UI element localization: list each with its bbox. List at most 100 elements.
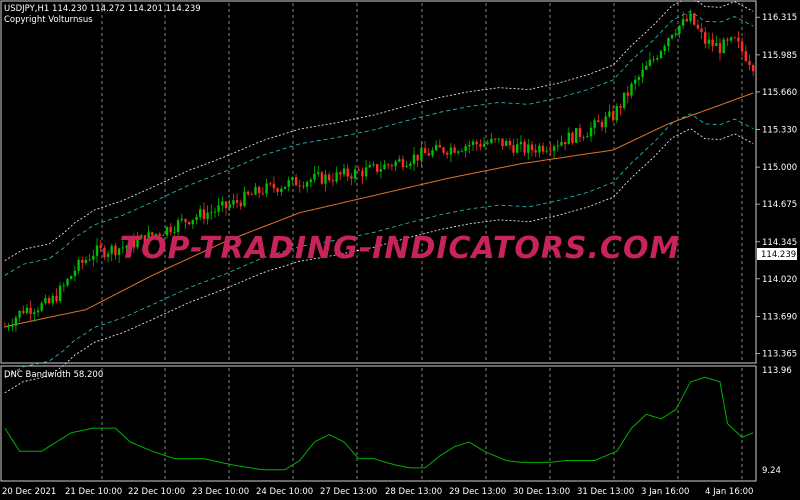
indicator-frame [0, 365, 757, 482]
vertical-grid [101, 3, 743, 479]
candle-body [527, 144, 530, 153]
candle-body [471, 141, 475, 145]
candle-body [217, 205, 220, 212]
candle-body [199, 209, 202, 217]
candle-body [387, 164, 390, 166]
candle-body [530, 144, 534, 151]
candle-body [22, 310, 25, 314]
candle-body [545, 150, 548, 152]
candle-body [670, 34, 674, 39]
candle-body [512, 145, 515, 153]
candle-body [468, 144, 471, 147]
candle-body [73, 270, 77, 277]
candle-body [81, 260, 84, 263]
candle-body [379, 169, 382, 172]
watermark: TOP-TRADING-INDICATORS.COM [120, 231, 681, 266]
candle-body [25, 307, 29, 314]
candle-body [516, 144, 519, 153]
candle-body [604, 116, 607, 128]
copyright-label: Copyright Volturnsus [4, 15, 93, 25]
candle-body [442, 147, 445, 153]
candle-body [7, 326, 10, 328]
candle-body [265, 183, 268, 194]
dnc-bands [4, 0, 754, 394]
time-label: 29 Dec 13:00 [449, 487, 506, 497]
candle-body [505, 141, 508, 146]
candle-body [250, 194, 253, 196]
candle-body [390, 165, 394, 167]
candle-body [92, 255, 95, 260]
candle-body [575, 128, 578, 143]
candle-body [560, 142, 563, 146]
candle-body [729, 37, 733, 41]
candle-body [648, 59, 652, 66]
candle-body [294, 177, 298, 186]
price-tick-label: 114.675 [762, 200, 797, 210]
candle-body [597, 120, 600, 123]
candle-body [549, 150, 552, 152]
candle-body [246, 191, 250, 195]
candle-body [457, 151, 460, 153]
candle-body [309, 179, 312, 182]
candle-body [140, 235, 143, 239]
time-label: 20 Dec 2021 [2, 487, 56, 497]
candle-body [383, 164, 386, 170]
candle-body [125, 245, 128, 248]
candle-body [143, 235, 147, 244]
price-tick-label: 115.330 [762, 126, 797, 136]
candle-body [129, 238, 132, 246]
candle-body [394, 161, 397, 167]
candle-body [103, 247, 106, 257]
candle-body [475, 141, 478, 145]
candle-body [180, 218, 183, 221]
candle-body [611, 111, 615, 121]
candle-body [626, 92, 629, 96]
indicator-title: DNC Bandwidth 58.200 [4, 370, 103, 380]
candle-body [740, 41, 744, 52]
candle-body [361, 170, 364, 177]
candle-body [287, 180, 290, 187]
candle-body [446, 152, 449, 155]
candle-body [552, 146, 556, 151]
time-label: 27 Dec 13:00 [320, 487, 377, 497]
bandwidth-plot [4, 376, 754, 471]
candle-body [324, 174, 327, 184]
candle-body [715, 43, 718, 46]
candle-body [707, 39, 711, 44]
candle-body [659, 51, 663, 58]
candle-body [376, 164, 379, 172]
candle-body [663, 46, 666, 51]
candle-body [298, 185, 301, 187]
candle-body [431, 150, 434, 156]
candle-body [593, 120, 596, 128]
candle-body [722, 39, 725, 53]
candle-body [136, 239, 139, 248]
candle-body [622, 92, 626, 108]
center-line [4, 92, 754, 328]
price-axis: 116.315 115.985 115.660 115.330 115.000 114.6… [756, 13, 797, 360]
candle-body [578, 128, 582, 138]
candle-body [748, 61, 751, 65]
candle-body [331, 180, 335, 182]
current-price-tag: 114.239 [757, 248, 797, 260]
candle-body [66, 279, 69, 286]
price-tick-label: 115.985 [762, 51, 797, 61]
candle-body [305, 182, 309, 187]
candle-body [427, 153, 430, 156]
price-tick-label: 114.345 [762, 238, 797, 248]
candles [3, 9, 755, 332]
candle-body [423, 148, 427, 153]
candle-body [342, 168, 346, 175]
candle-body [350, 176, 353, 179]
candle-body [258, 187, 261, 194]
candle-body [313, 173, 316, 180]
candle-body [213, 211, 217, 213]
time-label: 24 Dec 10:00 [256, 487, 313, 497]
price-tick-label: 116.315 [762, 13, 797, 23]
candle-body [412, 154, 416, 164]
candle-body [438, 144, 441, 148]
candle-body [302, 185, 305, 187]
candle-body [14, 317, 18, 326]
candle-body [224, 201, 228, 208]
candle-body [339, 172, 342, 175]
